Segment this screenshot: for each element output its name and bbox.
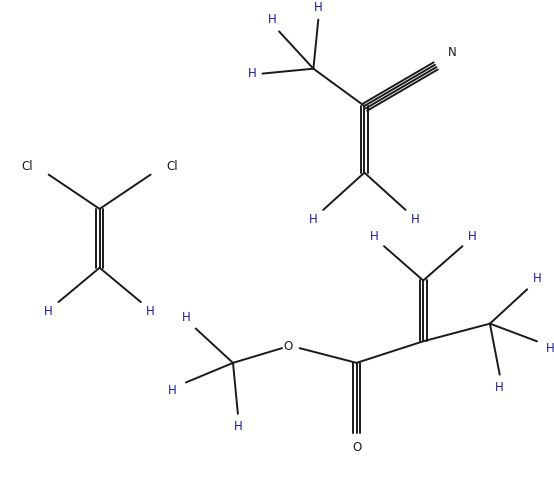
Text: H: H — [546, 342, 554, 355]
Text: H: H — [168, 384, 177, 397]
Text: H: H — [495, 381, 504, 394]
Text: H: H — [314, 1, 322, 14]
Text: H: H — [309, 213, 318, 226]
Text: H: H — [234, 420, 242, 433]
Text: N: N — [448, 46, 457, 59]
Text: H: H — [468, 230, 476, 243]
Text: O: O — [352, 441, 361, 454]
Text: Cl: Cl — [21, 160, 33, 173]
Text: H: H — [182, 311, 190, 324]
Text: H: H — [411, 213, 420, 226]
Text: O: O — [283, 340, 293, 353]
Text: H: H — [146, 305, 155, 318]
Text: H: H — [44, 305, 53, 318]
Text: H: H — [532, 272, 541, 285]
Text: H: H — [370, 230, 378, 243]
Text: H: H — [268, 13, 276, 26]
Text: Cl: Cl — [166, 160, 178, 173]
Text: H: H — [248, 67, 257, 80]
